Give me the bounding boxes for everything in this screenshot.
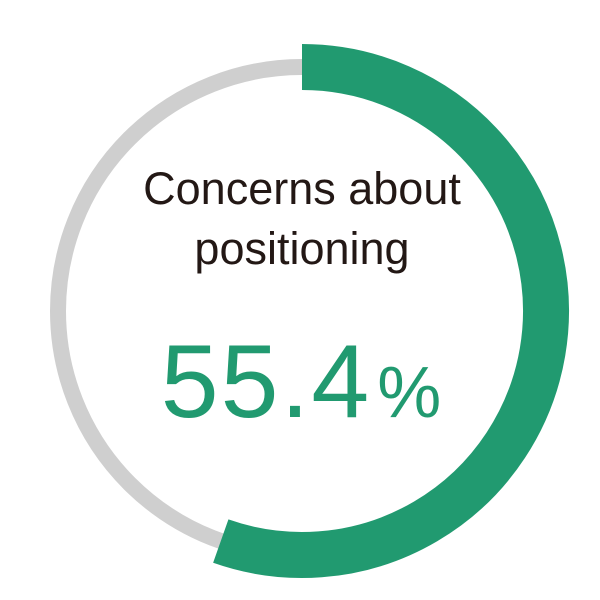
value-number: 55.4 — [160, 324, 372, 440]
donut-value-arc — [213, 44, 569, 578]
chart-title-line-2: positioning — [194, 223, 410, 274]
value-label: 55.4% — [0, 330, 600, 434]
chart-title-line-1: Concerns about — [143, 163, 461, 214]
value-unit: % — [377, 353, 444, 433]
